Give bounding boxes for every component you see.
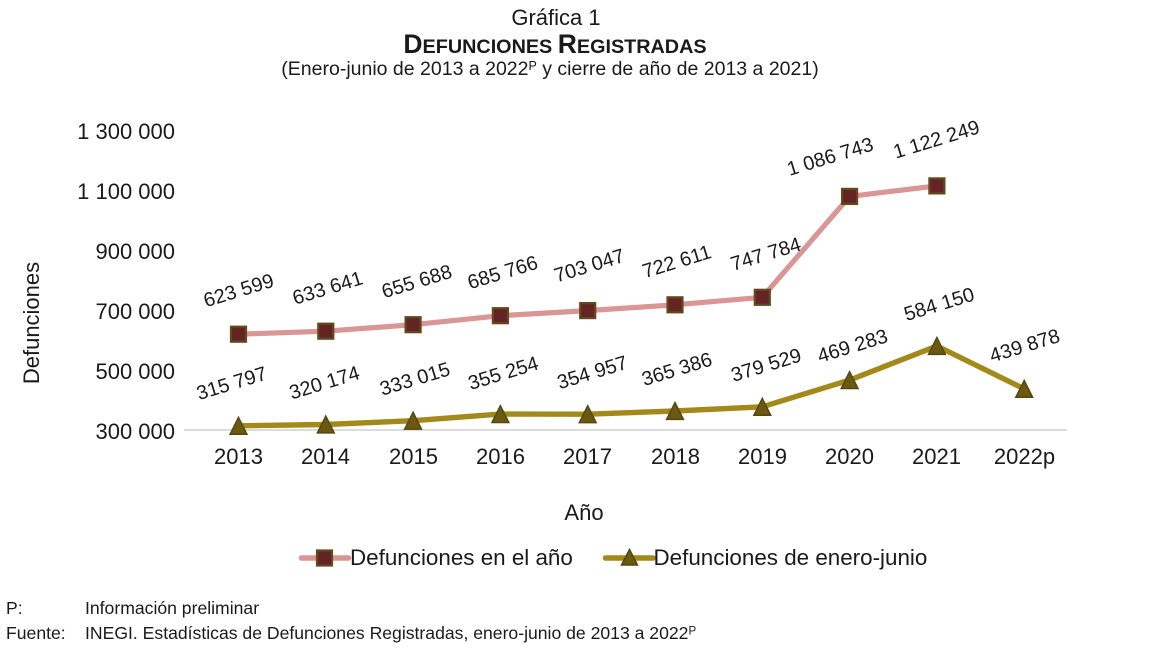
svg-text:1 086 743: 1 086 743 (785, 134, 877, 181)
svg-text:747 784: 747 784 (728, 234, 804, 276)
svg-text:354 957: 354 957 (555, 352, 631, 394)
svg-text:722 611: 722 611 (640, 241, 714, 283)
svg-text:633 641: 633 641 (290, 267, 366, 309)
svg-text:333 015: 333 015 (377, 358, 453, 400)
svg-text:1 122 249: 1 122 249 (891, 117, 983, 164)
svg-text:439 878: 439 878 (987, 325, 1063, 367)
svg-text:365 386: 365 386 (639, 349, 715, 391)
svg-text:379 529: 379 529 (729, 345, 805, 387)
svg-text:623 599: 623 599 (201, 270, 277, 312)
svg-text:703 047: 703 047 (552, 245, 628, 287)
svg-text:685 766: 685 766 (465, 252, 541, 294)
svg-text:655 688: 655 688 (379, 261, 455, 303)
svg-text:320 174: 320 174 (287, 362, 363, 404)
svg-text:355 254: 355 254 (466, 353, 542, 395)
svg-text:584 150: 584 150 (902, 284, 978, 326)
svg-text:315 797: 315 797 (194, 363, 270, 405)
svg-text:469 283: 469 283 (815, 325, 891, 367)
